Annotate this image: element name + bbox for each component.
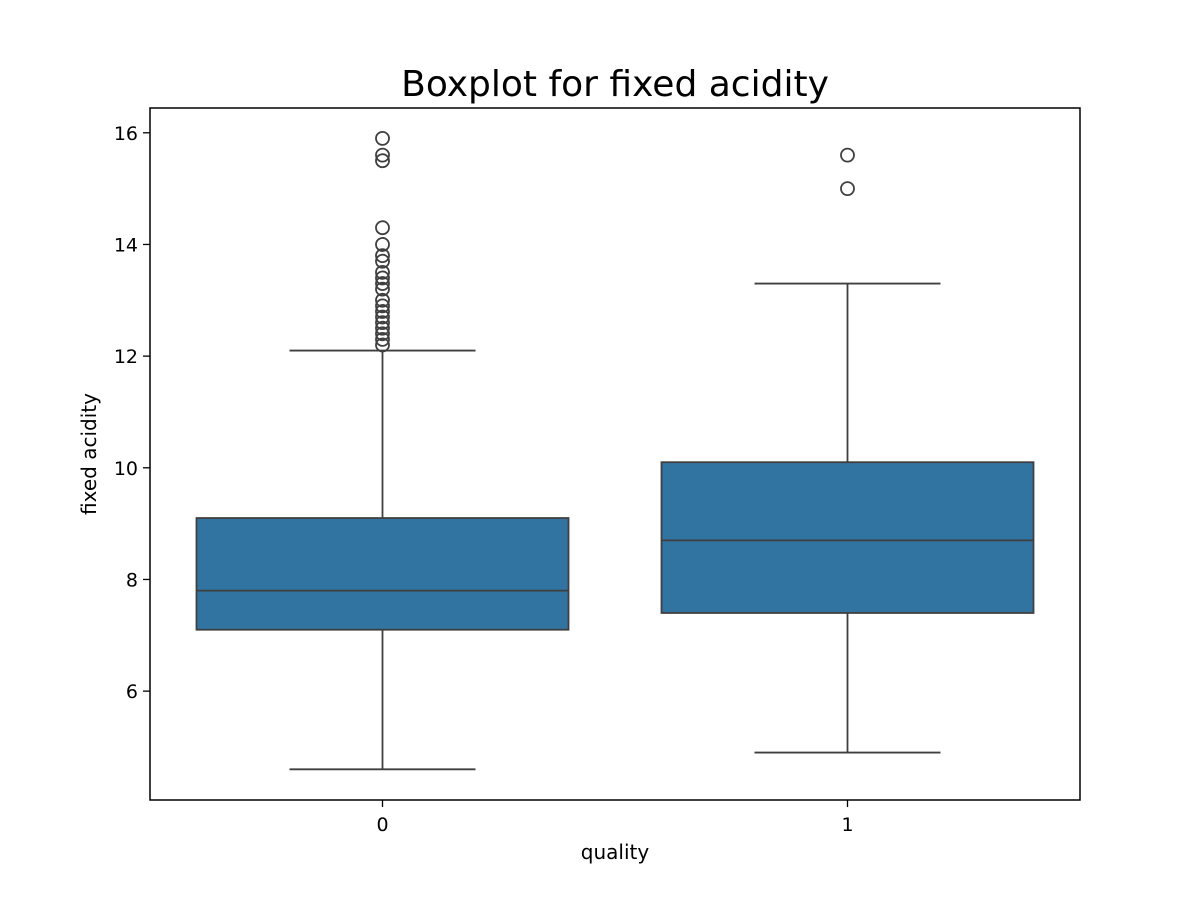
outlier-point: [375, 315, 390, 331]
x-axis-label: quality: [581, 840, 650, 864]
plot-area: [195, 130, 1035, 771]
box-group-0: [195, 130, 570, 771]
chart-title: Boxplot for fixed acidity: [401, 64, 829, 105]
plot-frame: [149, 107, 1081, 801]
y-axis-label: fixed acidity: [77, 393, 101, 515]
x-tick-label: 1: [841, 814, 853, 836]
outlier-point: [375, 270, 390, 286]
outlier-point: [375, 220, 390, 236]
y-axis: 6 8 10 12 14 16: [114, 123, 150, 703]
outlier-point: [840, 147, 855, 163]
outlier-point: [375, 309, 390, 325]
y-tick-label: 6: [126, 681, 138, 703]
y-tick-label: 14: [114, 234, 138, 256]
y-tick-label: 10: [114, 458, 138, 480]
outlier-point: [375, 237, 390, 252]
y-tick-label: 8: [126, 569, 138, 591]
iqr-box: [660, 461, 1035, 614]
y-tick-label: 16: [114, 123, 138, 145]
outlier-point: [375, 147, 390, 163]
outlier-point: [375, 153, 390, 169]
x-tick-label: 0: [376, 814, 388, 836]
outlier-point: [840, 181, 855, 197]
outlier-point: [375, 320, 390, 336]
outlier-point: [375, 248, 390, 264]
outlier-point: [375, 331, 390, 347]
box-group-1: [660, 147, 1035, 754]
outlier-point: [375, 337, 390, 353]
y-tick-label: 12: [114, 346, 138, 368]
outlier-point: [375, 326, 390, 342]
iqr-box: [195, 517, 570, 631]
outlier-point: [375, 304, 390, 319]
outlier-point: [375, 253, 390, 269]
outlier-point: [375, 276, 390, 291]
outlier-point: [375, 298, 390, 314]
outlier-point: [375, 130, 390, 146]
outlier-point: [375, 264, 390, 280]
outlier-point: [375, 281, 390, 297]
outlier-point: [375, 292, 390, 308]
